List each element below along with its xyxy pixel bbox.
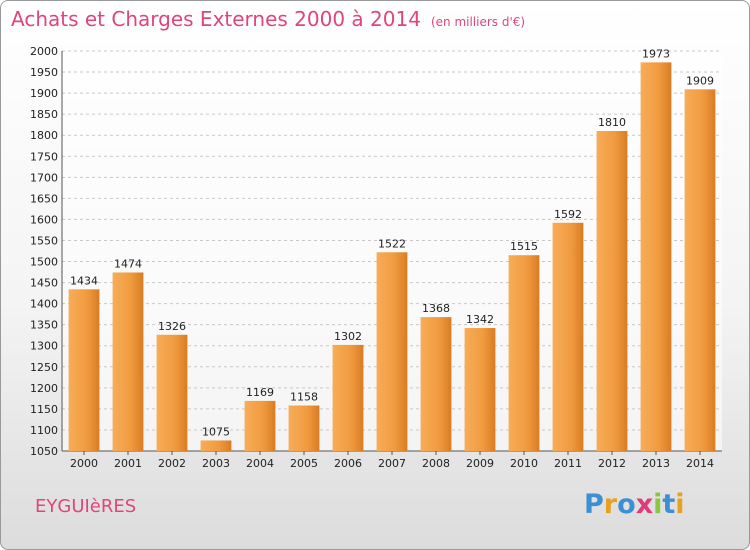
bar bbox=[640, 62, 672, 452]
data-label: 1434 bbox=[70, 274, 98, 287]
data-label: 1973 bbox=[642, 47, 670, 60]
y-tick-label: 1450 bbox=[30, 277, 58, 290]
bar bbox=[552, 222, 584, 451]
chart-title: Achats et Charges Externes 2000 à 2014 (e… bbox=[11, 7, 525, 31]
x-tick-label: 2008 bbox=[422, 457, 450, 470]
bar bbox=[508, 255, 540, 451]
y-tick-label: 1750 bbox=[30, 150, 58, 163]
data-label: 1326 bbox=[158, 320, 186, 333]
x-tick-label: 2002 bbox=[158, 457, 186, 470]
chart-title-text: Achats et Charges Externes 2000 à 2014 bbox=[11, 7, 421, 31]
data-label: 1075 bbox=[202, 425, 230, 438]
y-tick-label: 1900 bbox=[30, 87, 58, 100]
data-label: 1592 bbox=[554, 208, 582, 221]
data-label: 1474 bbox=[114, 257, 142, 270]
bar bbox=[156, 334, 188, 451]
bar bbox=[332, 344, 364, 451]
y-tick-label: 2000 bbox=[30, 45, 58, 58]
place-name: EYGUIèRES bbox=[35, 496, 137, 517]
bar bbox=[376, 252, 408, 451]
logo-letter: i bbox=[653, 489, 663, 520]
y-tick-label: 1700 bbox=[30, 171, 58, 184]
x-tick-label: 2003 bbox=[202, 457, 230, 470]
proxiti-logo: Proxiti bbox=[584, 489, 685, 520]
x-tick-label: 2005 bbox=[290, 457, 318, 470]
x-tick-label: 2013 bbox=[642, 457, 670, 470]
y-tick-label: 1400 bbox=[30, 298, 58, 311]
y-tick-label: 1050 bbox=[30, 445, 58, 458]
data-label: 1515 bbox=[510, 240, 538, 253]
logo-letter: P bbox=[584, 489, 604, 520]
data-label: 1368 bbox=[422, 302, 450, 315]
data-label: 1909 bbox=[686, 74, 714, 87]
y-tick-label: 1600 bbox=[30, 213, 58, 226]
x-tick-label: 2014 bbox=[686, 457, 714, 470]
bar bbox=[420, 317, 452, 451]
bar bbox=[200, 440, 232, 451]
bar bbox=[244, 400, 276, 451]
x-tick-label: 2012 bbox=[598, 457, 626, 470]
x-tick-label: 2000 bbox=[70, 457, 98, 470]
x-tick-label: 2010 bbox=[510, 457, 538, 470]
logo-letter: x bbox=[635, 489, 654, 520]
y-tick-label: 1800 bbox=[30, 129, 58, 142]
y-tick-label: 1250 bbox=[30, 361, 58, 374]
y-tick-label: 1200 bbox=[30, 382, 58, 395]
bar bbox=[288, 405, 320, 451]
bar bbox=[112, 272, 144, 451]
logo-letter: t bbox=[662, 489, 676, 520]
y-tick-label: 1300 bbox=[30, 340, 58, 353]
data-label: 1158 bbox=[290, 391, 318, 404]
logo-letter: r bbox=[603, 489, 618, 520]
y-tick-label: 1650 bbox=[30, 192, 58, 205]
x-tick-label: 2011 bbox=[554, 457, 582, 470]
y-tick-label: 1550 bbox=[30, 234, 58, 247]
x-tick-label: 2009 bbox=[466, 457, 494, 470]
logo-letter: o bbox=[617, 489, 636, 520]
y-tick-label: 1350 bbox=[30, 319, 58, 332]
x-tick-label: 2001 bbox=[114, 457, 142, 470]
y-tick-label: 1850 bbox=[30, 108, 58, 121]
data-label: 1810 bbox=[598, 116, 626, 129]
logo-letter: i bbox=[675, 489, 685, 520]
x-tick-label: 2006 bbox=[334, 457, 362, 470]
y-tick-label: 1950 bbox=[30, 66, 58, 79]
chart-unit: (en milliers d'€) bbox=[430, 15, 526, 29]
bar bbox=[596, 131, 628, 451]
y-tick-label: 1150 bbox=[30, 403, 58, 416]
y-tick-label: 1500 bbox=[30, 256, 58, 269]
data-label: 1342 bbox=[466, 313, 494, 326]
y-tick-label: 1100 bbox=[30, 424, 58, 437]
data-label: 1302 bbox=[334, 330, 362, 343]
bar bbox=[68, 289, 100, 451]
x-tick-label: 2004 bbox=[246, 457, 274, 470]
data-label: 1522 bbox=[378, 237, 406, 250]
bar bbox=[464, 328, 496, 451]
bar bbox=[684, 89, 716, 451]
x-tick-label: 2007 bbox=[378, 457, 406, 470]
data-label: 1169 bbox=[246, 386, 274, 399]
